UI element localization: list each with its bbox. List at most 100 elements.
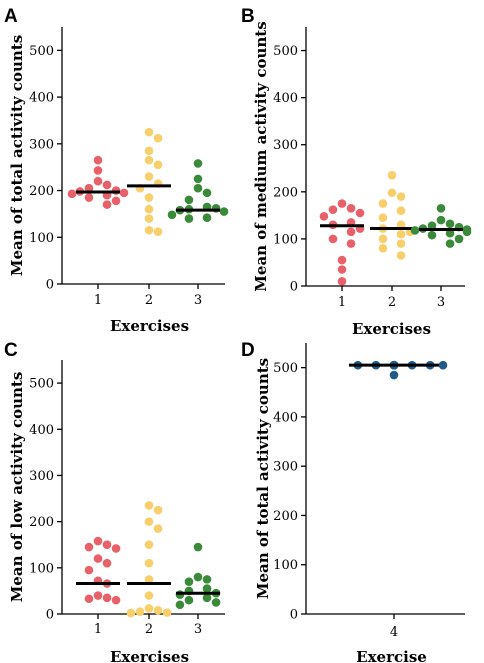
x-axis-label: Exercises: [110, 648, 189, 663]
series-1: [67, 155, 129, 209]
data-point: [396, 239, 406, 248]
data-point: [211, 598, 221, 607]
data-point: [346, 239, 356, 248]
data-point: [144, 225, 154, 235]
data-point: [193, 572, 203, 582]
data-point: [153, 606, 163, 615]
data-point: [427, 230, 437, 240]
data-point: [135, 607, 145, 616]
y-tick-label: 200: [273, 509, 298, 524]
data-point: [93, 554, 103, 563]
data-point: [102, 180, 112, 190]
series-3: [175, 542, 221, 610]
data-point: [396, 206, 406, 215]
x-tick-label: 3: [437, 295, 445, 310]
y-tick-label: 100: [29, 561, 54, 576]
y-tick-label: 500: [29, 377, 54, 392]
y-axis-label: Mean of total activity counts: [254, 358, 272, 599]
data-point: [153, 227, 163, 236]
data-point: [144, 127, 154, 137]
data-point: [346, 227, 356, 237]
data-point: [67, 189, 77, 199]
data-point: [202, 575, 212, 584]
data-point: [84, 565, 94, 575]
data-point: [378, 244, 388, 253]
data-point: [355, 208, 365, 218]
data-point: [389, 370, 399, 380]
data-point: [119, 188, 129, 198]
panel-letter: B: [241, 6, 255, 27]
data-point: [445, 239, 455, 248]
data-point: [202, 213, 212, 222]
y-tick-label: 0: [46, 608, 54, 623]
data-point: [193, 174, 203, 184]
data-point: [436, 215, 446, 225]
y-tick-label: 200: [29, 184, 54, 199]
series-2: [370, 171, 415, 260]
data-point: [378, 213, 388, 223]
data-point: [184, 595, 194, 605]
panel-a: A 0 100 200 300 400 500 1 2 3 Mean of total activi…: [4, 6, 229, 335]
y-tick-label: 400: [273, 410, 298, 425]
x-axis-label: Exercises: [110, 317, 189, 335]
y-axis-label: Mean of total activity counts: [8, 35, 26, 276]
data-point: [144, 604, 154, 613]
data-point: [396, 229, 406, 239]
y-tick-label: 500: [29, 44, 54, 59]
y-tick-label: 200: [29, 515, 54, 530]
x-tick-label: 3: [194, 293, 202, 308]
x-tick-label: 2: [145, 293, 153, 308]
data-point: [445, 228, 455, 238]
y-tick-label: 500: [273, 44, 298, 59]
data-point: [144, 501, 154, 510]
data-point: [202, 188, 212, 198]
data-point: [396, 251, 406, 260]
data-point: [462, 227, 472, 237]
panel-letter: D: [241, 340, 255, 361]
data-point: [144, 214, 154, 223]
y-tick-label: 500: [273, 361, 298, 376]
data-point: [144, 204, 154, 214]
data-point: [328, 205, 338, 215]
panel-letter: C: [4, 340, 18, 361]
data-point: [337, 255, 347, 265]
data-point: [167, 210, 177, 220]
y-tick-label: 0: [46, 278, 54, 293]
data-point: [111, 544, 121, 553]
data-point: [84, 594, 94, 604]
y-axis-label: Mean of medium activity counts: [252, 21, 270, 291]
data-point: [175, 600, 185, 610]
x-tick-label: 3: [194, 622, 202, 637]
data-point: [144, 146, 154, 156]
data-point: [438, 360, 448, 370]
data-point: [144, 591, 154, 600]
data-point: [337, 276, 347, 286]
data-point: [184, 195, 194, 205]
x-tick-label: 2: [388, 295, 396, 310]
panel-letter: A: [4, 6, 18, 27]
data-point: [319, 212, 329, 221]
y-tick-label: 300: [29, 469, 54, 484]
series-2: [127, 127, 171, 236]
data-point: [102, 593, 112, 603]
data-point: [202, 584, 212, 593]
data-point: [387, 171, 397, 180]
y-tick-label: 400: [273, 91, 298, 106]
data-point: [93, 536, 103, 546]
y-tick-label: 100: [29, 231, 54, 246]
series-2: [126, 501, 172, 618]
data-point: [454, 234, 464, 244]
data-point: [93, 591, 103, 600]
y-tick-label: 0: [290, 280, 298, 295]
data-point: [184, 214, 194, 223]
data-point: [144, 155, 154, 165]
y-tick-label: 300: [273, 138, 298, 153]
series-4: [349, 360, 448, 380]
data-point: [93, 166, 103, 175]
data-point: [84, 183, 94, 193]
data-point: [193, 159, 203, 168]
data-point: [144, 193, 154, 202]
y-axis-label: Mean of low activity counts: [8, 372, 26, 603]
y-tick-label: 100: [273, 232, 298, 247]
